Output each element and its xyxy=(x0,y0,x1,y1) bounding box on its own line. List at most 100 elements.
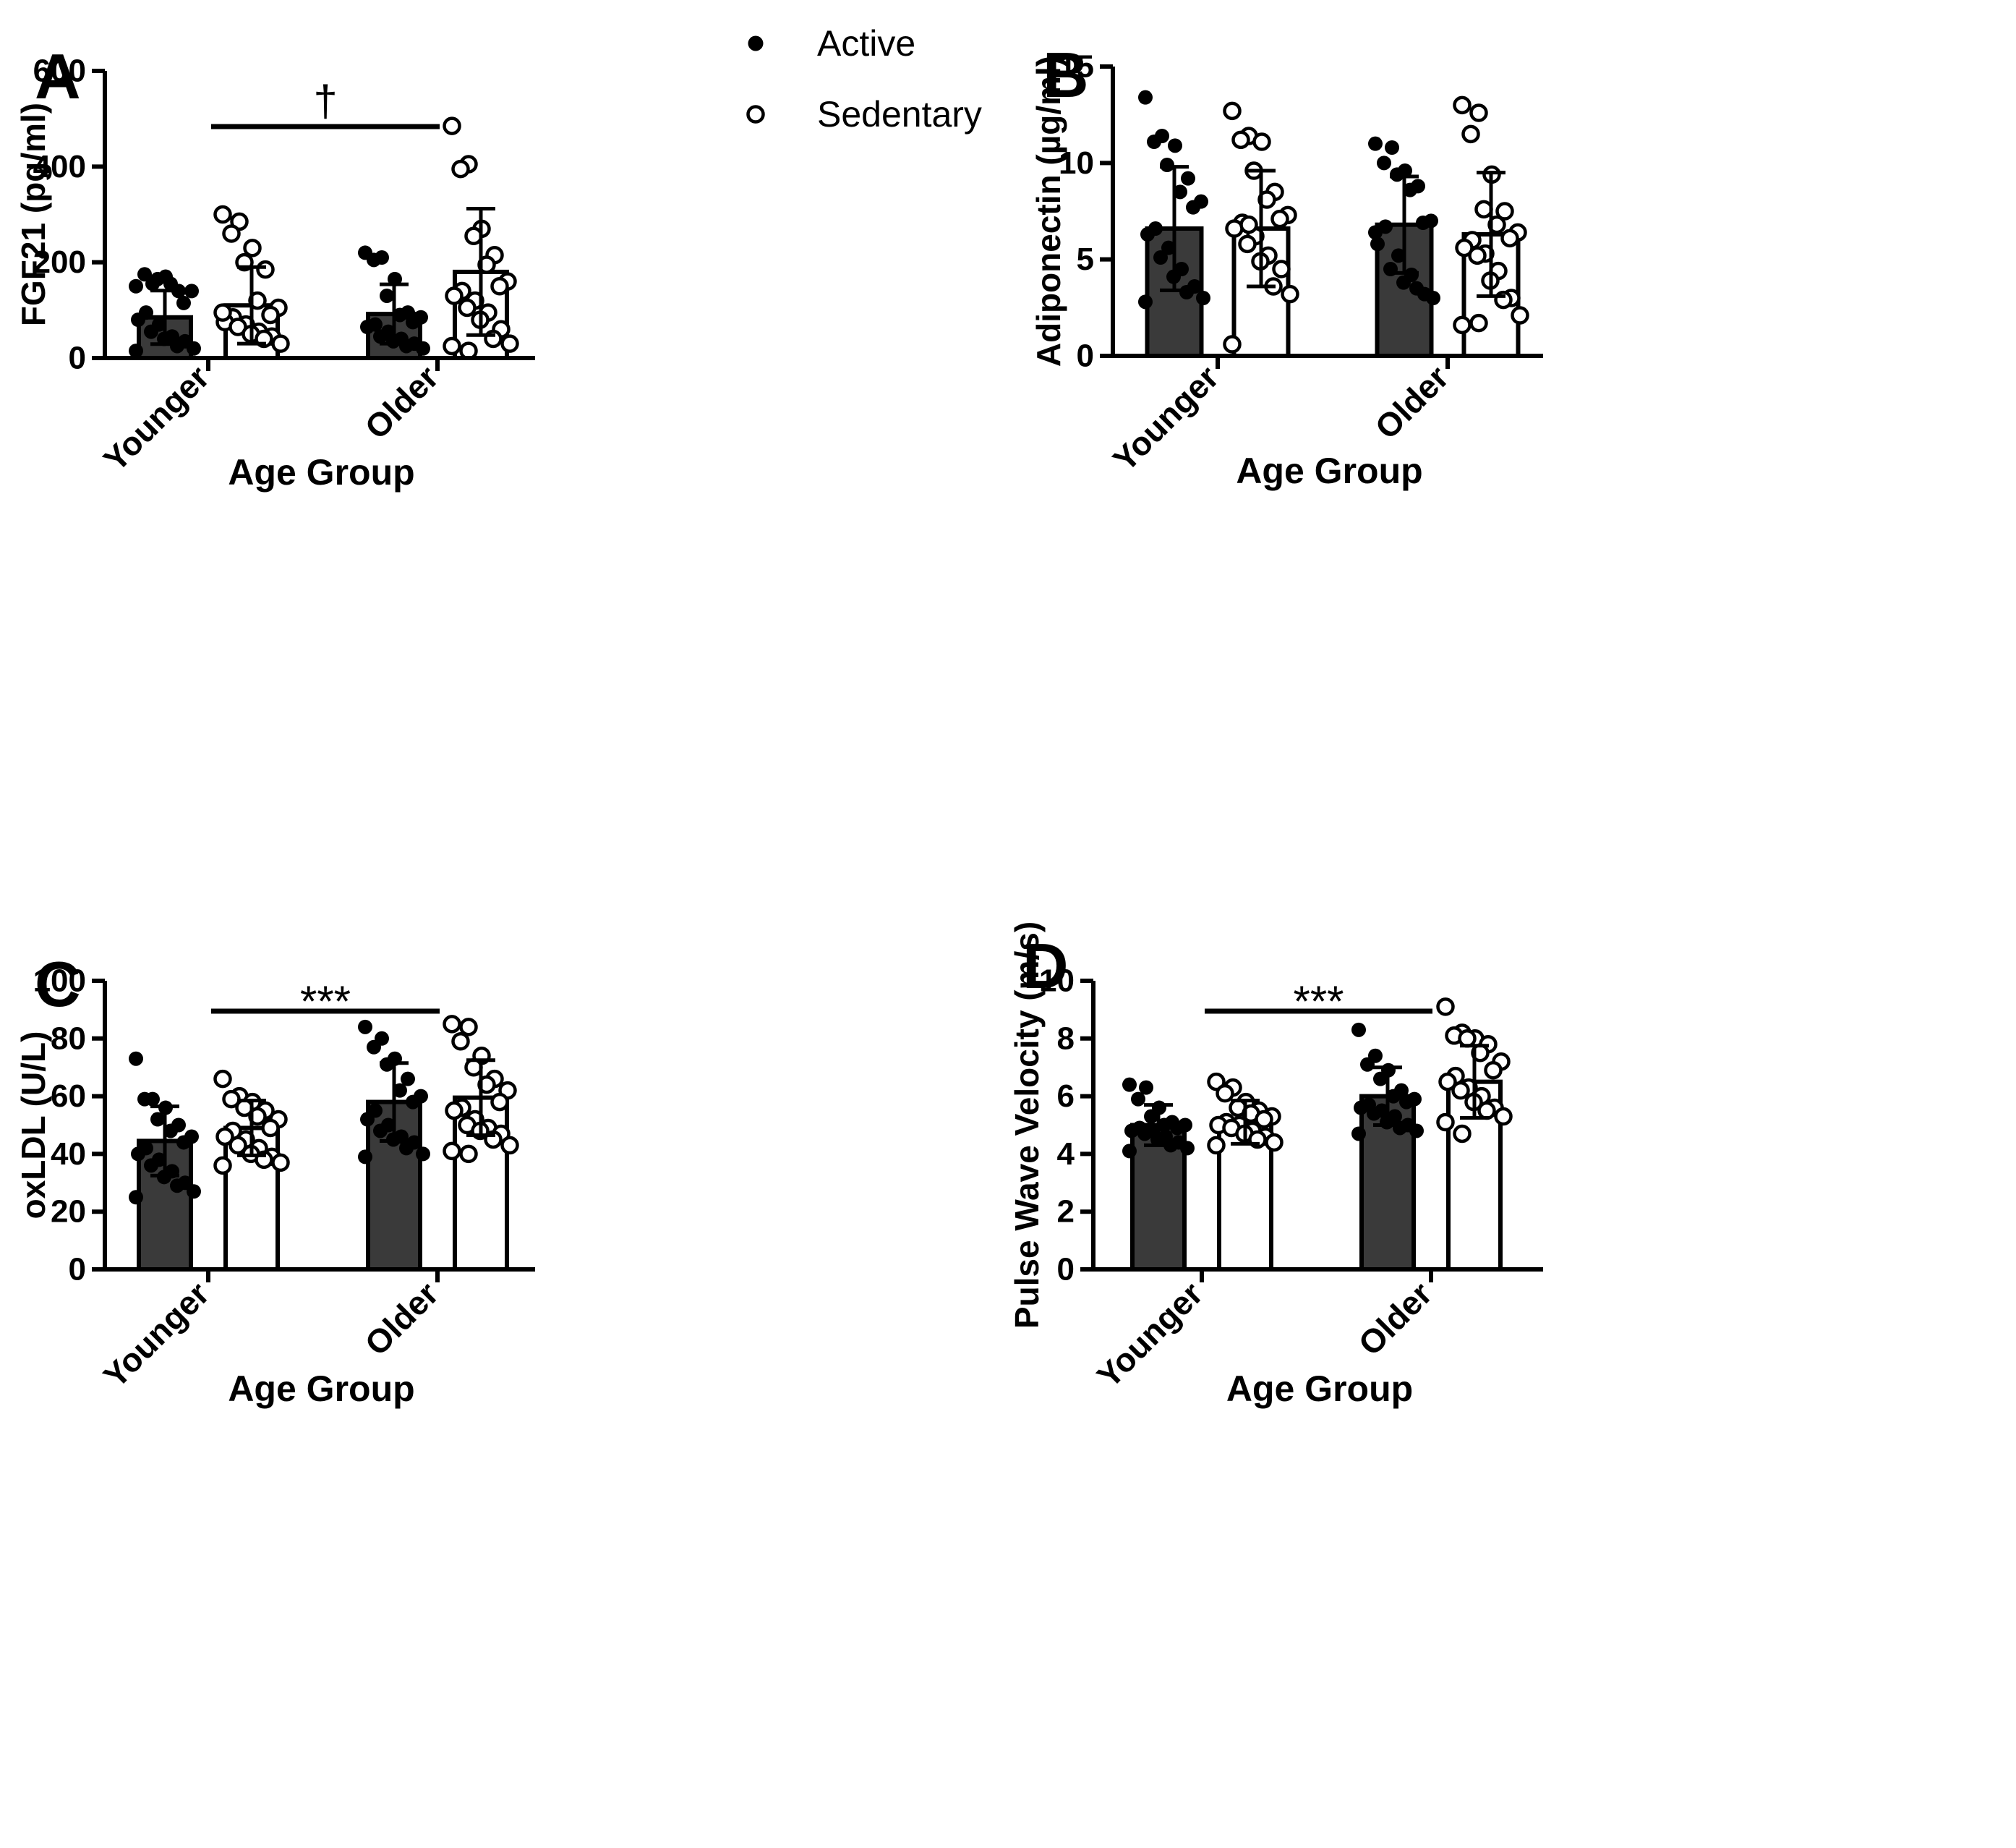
point-c-active xyxy=(144,1158,158,1173)
y-tick-label-b: 5 xyxy=(1077,242,1094,277)
point-b-sedentary xyxy=(1238,234,1257,254)
point-c-sedentary xyxy=(261,1118,280,1138)
point-b-sedentary xyxy=(1239,215,1258,234)
y-tick-label-c: 60 xyxy=(51,1078,86,1114)
point-b-active xyxy=(1173,184,1187,200)
point-a-active xyxy=(144,324,158,339)
y-tick-label-d: 8 xyxy=(1057,1021,1075,1056)
point-d-active xyxy=(1137,1126,1152,1141)
panel-a: A FGF21 (pg/ml) Age Group 0 200 400 600 Younger… xyxy=(0,0,1008,924)
point-d-active xyxy=(1144,1109,1158,1124)
point-c-active xyxy=(163,1123,178,1138)
point-c-active xyxy=(416,1146,430,1162)
point-c-sedentary xyxy=(490,1092,509,1112)
point-a-active xyxy=(150,271,165,286)
point-a-active xyxy=(373,329,388,344)
point-a-active xyxy=(399,338,414,354)
point-b-active xyxy=(1391,248,1406,263)
point-d-active xyxy=(1122,1144,1137,1159)
significance-label-c: *** xyxy=(300,977,351,1026)
point-b-active xyxy=(1409,281,1424,296)
point-b-active xyxy=(1426,291,1440,305)
point-d-sedentary xyxy=(1484,1060,1503,1080)
point-d-active xyxy=(1351,1022,1366,1037)
point-d-active xyxy=(1386,1089,1401,1104)
point-d-active xyxy=(1393,1120,1407,1136)
point-d-sedentary xyxy=(1453,1124,1472,1144)
point-a-active xyxy=(129,344,143,359)
legend-marker-sedentary xyxy=(746,105,765,124)
point-b-active xyxy=(1368,136,1383,151)
category-label-b-older: Older xyxy=(1367,358,1456,446)
point-a-sedentary xyxy=(261,305,280,325)
point-d-sedentary xyxy=(1451,1081,1470,1100)
category-label-c-older: Older xyxy=(357,1274,445,1363)
point-c-active xyxy=(406,1094,420,1110)
point-b-sedentary xyxy=(1223,335,1242,354)
point-b-active xyxy=(1390,167,1404,182)
point-c-active xyxy=(129,1190,143,1205)
point-a-active xyxy=(176,295,191,310)
y-tick-label-a: 600 xyxy=(33,54,86,89)
x-axis-label-b: Age Group xyxy=(1236,451,1422,491)
point-c-active xyxy=(401,1071,415,1086)
point-b-active xyxy=(1160,158,1174,172)
y-tick-label-b: 0 xyxy=(1077,338,1094,374)
point-d-sedentary xyxy=(1458,1029,1477,1048)
y-tick-label-b: 10 xyxy=(1059,145,1094,181)
point-c-sedentary xyxy=(459,1144,478,1164)
point-a-active xyxy=(187,341,201,356)
point-c-sedentary xyxy=(271,1153,290,1172)
x-axis-label-c: Age Group xyxy=(228,1368,414,1409)
y-axis-label-c: oxLDL (U/L) xyxy=(14,1031,52,1219)
point-c-active xyxy=(367,1039,381,1055)
point-b-sedentary xyxy=(1474,200,1493,219)
panel-d: D Pulse Wave Velocity (m/s) Age Group 0 2 4 6 8… xyxy=(1008,921,2016,1847)
point-a-active xyxy=(406,315,420,330)
point-a-sedentary xyxy=(213,205,232,224)
point-a-active xyxy=(393,307,407,323)
x-axis-label-a: Age Group xyxy=(228,452,414,493)
point-c-sedentary xyxy=(443,1141,461,1161)
point-a-active xyxy=(170,338,184,354)
category-label-d-younger: Younger xyxy=(1090,1274,1210,1394)
point-c-sedentary xyxy=(213,1069,232,1089)
significance-label-a: † xyxy=(313,77,337,125)
point-c-active xyxy=(360,1112,375,1127)
point-b-sedentary xyxy=(1281,284,1299,304)
point-b-active xyxy=(1416,216,1430,230)
point-b-sedentary xyxy=(1511,306,1529,325)
point-a-active xyxy=(129,278,143,294)
point-d-active xyxy=(1360,1057,1375,1072)
y-tick-label-a: 400 xyxy=(33,149,86,184)
point-d-sedentary xyxy=(1436,997,1455,1016)
point-d-active xyxy=(1399,1094,1414,1110)
point-c-active xyxy=(129,1051,143,1066)
point-b-active xyxy=(1403,182,1417,197)
point-d-sedentary xyxy=(1477,1101,1496,1120)
y-tick-label-d: 2 xyxy=(1057,1194,1075,1230)
point-b-sedentary xyxy=(1231,130,1250,150)
point-d-active xyxy=(1122,1077,1137,1092)
point-b-active xyxy=(1161,240,1176,255)
point-a-sedentary xyxy=(458,298,477,318)
point-b-active xyxy=(1138,294,1153,310)
y-tick-label-a: 0 xyxy=(69,341,86,376)
point-c-active xyxy=(150,1112,165,1127)
point-c-sedentary xyxy=(500,1136,519,1155)
point-b-sedentary xyxy=(1225,219,1244,238)
point-c-active xyxy=(373,1123,388,1138)
point-a-sedentary xyxy=(464,226,483,246)
point-b-sedentary xyxy=(1500,229,1519,248)
category-label-a-older: Older xyxy=(357,358,445,446)
point-d-active xyxy=(1373,1071,1388,1086)
point-b-sedentary xyxy=(1468,246,1487,265)
point-b-active xyxy=(1370,237,1385,252)
point-c-sedentary xyxy=(443,1015,461,1034)
point-a-active xyxy=(367,252,381,268)
point-c-sedentary xyxy=(451,1032,470,1051)
point-a-active xyxy=(137,267,152,282)
point-a-sedentary xyxy=(443,116,461,135)
point-c-active xyxy=(399,1141,414,1156)
point-c-sedentary xyxy=(445,1101,464,1120)
